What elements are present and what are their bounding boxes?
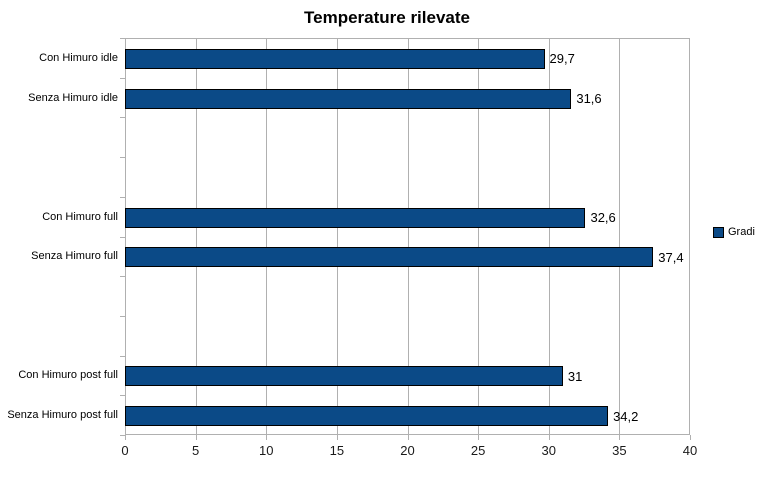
category-label: Senza Himuro full xyxy=(31,250,118,263)
bar xyxy=(125,88,572,109)
x-axis-tick xyxy=(336,435,338,440)
gridline xyxy=(478,39,480,436)
legend: Gradi xyxy=(713,226,755,238)
x-axis-tick xyxy=(407,435,409,440)
x-axis-tick xyxy=(548,435,550,440)
gridline xyxy=(548,39,550,436)
y-axis-tick xyxy=(120,77,125,79)
x-axis-tick-label: 15 xyxy=(329,443,345,458)
x-axis-tick-label: 40 xyxy=(682,443,698,458)
bar-value-label: 31 xyxy=(567,368,583,384)
x-axis-tick xyxy=(195,435,197,440)
x-axis-tick-label: 5 xyxy=(192,443,200,458)
bar-value-label: 32,6 xyxy=(590,210,616,226)
category-label: Con Himuro post full xyxy=(18,369,118,382)
bar xyxy=(125,247,654,268)
bar xyxy=(125,48,545,69)
y-axis-tick xyxy=(120,435,125,436)
chart-title: Temperature rilevate xyxy=(304,8,470,27)
bar-value-label: 29,7 xyxy=(549,51,575,67)
x-axis-tick xyxy=(619,435,621,440)
gridline xyxy=(619,39,621,436)
bar xyxy=(125,207,586,228)
bar xyxy=(125,406,609,427)
y-axis-tick xyxy=(120,38,125,39)
x-axis-tick xyxy=(125,435,126,440)
bar-value-label: 34,2 xyxy=(613,408,639,424)
legend-color-swatch xyxy=(713,226,724,238)
bar-value-label: 31,6 xyxy=(576,91,602,107)
y-axis-tick xyxy=(120,355,125,357)
y-axis-tick xyxy=(120,117,125,119)
x-axis-tick-label: 0 xyxy=(121,443,129,458)
x-axis-tick xyxy=(478,435,480,440)
category-label: Senza Himuro post full xyxy=(7,409,118,422)
gridline xyxy=(195,39,197,436)
bar-value-label: 37,4 xyxy=(658,249,684,265)
legend-series-label: Gradi xyxy=(728,226,755,238)
x-axis-tick-label: 30 xyxy=(541,443,556,458)
y-axis-tick xyxy=(120,157,125,159)
y-axis-tick xyxy=(120,196,125,198)
x-axis-tick-label: 35 xyxy=(612,443,627,458)
x-axis-tick-label: 10 xyxy=(259,443,274,458)
x-axis-tick-label: 25 xyxy=(470,443,486,458)
y-axis-tick xyxy=(120,276,125,278)
category-label: Con Himuro full xyxy=(42,210,118,223)
gridline xyxy=(336,39,338,436)
bar xyxy=(125,366,563,387)
x-axis-tick-label: 20 xyxy=(400,443,415,458)
x-axis-tick xyxy=(690,435,691,440)
category-label: Senza Himuro idle xyxy=(28,91,118,104)
y-axis-tick xyxy=(120,236,125,238)
y-axis-tick xyxy=(120,315,125,317)
y-axis-tick xyxy=(120,395,125,397)
x-axis-tick xyxy=(266,435,268,440)
gridline xyxy=(266,39,268,436)
category-label: Con Himuro idle xyxy=(39,51,118,64)
gridline xyxy=(407,39,409,436)
